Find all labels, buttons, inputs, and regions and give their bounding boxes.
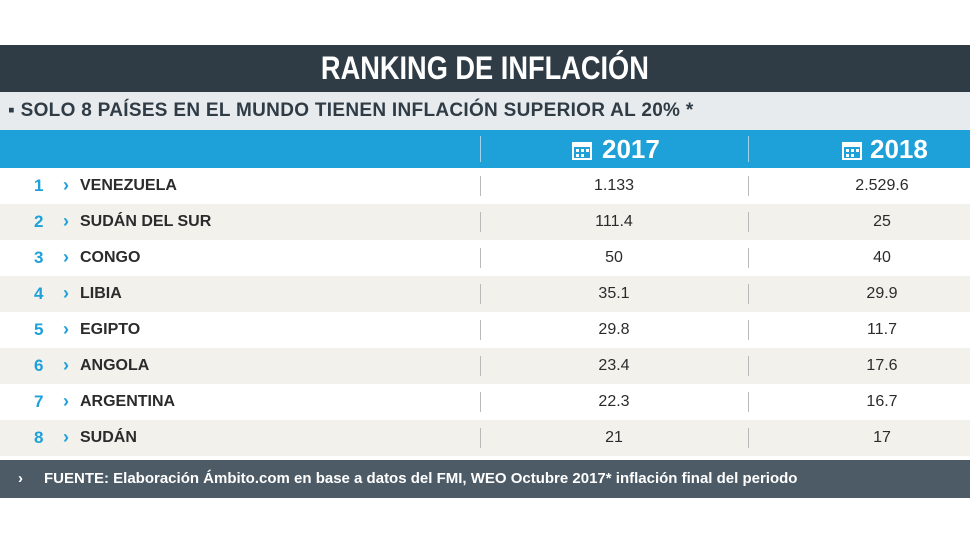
rank: 3	[34, 248, 44, 267]
rank: 1	[34, 176, 44, 195]
value-2018: 40	[873, 249, 891, 266]
country: LIBIA	[80, 285, 122, 302]
divider	[748, 392, 749, 412]
rank: 7	[34, 392, 44, 411]
divider	[480, 248, 481, 268]
value-2018: 17	[873, 429, 891, 446]
divider	[480, 356, 481, 376]
rank: 4	[34, 284, 44, 303]
value-2017: 1.133	[593, 177, 635, 194]
rank: 2	[34, 212, 44, 231]
country: SUDÁN	[80, 429, 137, 446]
country: EGIPTO	[80, 321, 141, 338]
divider	[480, 392, 481, 412]
value-2017: 111.4	[595, 213, 633, 230]
country: SUDÁN DEL SUR	[80, 213, 212, 230]
title-bar: RANKING DE INFLACIÓN	[0, 45, 970, 92]
value-2017: 23.4	[598, 357, 630, 374]
value-2018: 2.529.6	[855, 177, 909, 194]
table-row: 8 › SUDÁN 21 17	[0, 420, 970, 456]
divider	[748, 356, 749, 376]
divider	[748, 212, 749, 232]
chevron-icon: ›	[63, 319, 69, 339]
divider	[748, 320, 749, 340]
divider	[748, 136, 749, 162]
value-2018: 16.7	[866, 393, 898, 410]
value-2017: 50	[605, 249, 623, 266]
value-2017: 22.3	[598, 393, 630, 410]
divider	[480, 320, 481, 340]
table-row: 1 › VENEZUELA 1.133 2.529.6	[0, 168, 970, 204]
divider	[480, 428, 481, 448]
source: FUENTE: Elaboración Ámbito.com en base a…	[44, 470, 798, 487]
divider	[748, 428, 749, 448]
value-2017: 21	[605, 429, 623, 446]
divider	[480, 136, 481, 162]
divider	[480, 284, 481, 304]
value-2018: 29.9	[866, 285, 898, 302]
chevron-icon: ›	[63, 391, 69, 411]
subtitle-bar: ▪ SOLO 8 PAÍSES EN EL MUNDO TIENEN INFLA…	[0, 92, 970, 130]
subtitle: SOLO 8 PAÍSES EN EL MUNDO TIENEN INFLACI…	[20, 100, 694, 121]
calendar-icon	[842, 142, 862, 160]
title: RANKING DE INFLACIÓN	[321, 50, 649, 86]
country: CONGO	[80, 249, 141, 266]
column-header: 2017 2018	[0, 130, 970, 168]
divider	[748, 248, 749, 268]
country: ANGOLA	[80, 357, 150, 374]
table-row: 2 › SUDÁN DEL SUR 111.4 25	[0, 204, 970, 240]
rank: 6	[34, 356, 44, 375]
country: ARGENTINA	[80, 393, 176, 410]
rank: 5	[34, 320, 44, 339]
column-label: 2017	[602, 134, 660, 164]
divider	[748, 284, 749, 304]
calendar-icon	[572, 142, 592, 160]
footer: › FUENTE: Elaboración Ámbito.com en base …	[0, 460, 970, 498]
chevron-icon: ›	[63, 355, 69, 375]
chevron-icon: ›	[63, 211, 69, 231]
rank: 8	[34, 428, 44, 447]
table-row: 4 › LIBIA 35.1 29.9	[0, 276, 970, 312]
chevron-icon: ›	[63, 427, 69, 447]
value-2018: 11.7	[867, 321, 897, 338]
chevron-icon: ›	[63, 175, 69, 195]
divider	[748, 176, 749, 196]
table-row: 7 › ARGENTINA 22.3 16.7	[0, 384, 970, 420]
table-row: 5 › EGIPTO 29.8 11.7	[0, 312, 970, 348]
table-row: 6 › ANGOLA 23.4 17.6	[0, 348, 970, 384]
chevron-icon: ›	[63, 247, 69, 267]
value-2018: 25	[873, 213, 891, 230]
country: VENEZUELA	[80, 177, 177, 194]
column-label: 2018	[870, 134, 928, 164]
table-row: 3 › CONGO 50 40	[0, 240, 970, 276]
value-2018: 17.6	[866, 357, 898, 374]
value-2017: 29.8	[598, 321, 630, 338]
divider	[480, 176, 481, 196]
chevron-icon: ›	[63, 283, 69, 303]
value-2017: 35.1	[598, 285, 630, 302]
divider	[480, 212, 481, 232]
